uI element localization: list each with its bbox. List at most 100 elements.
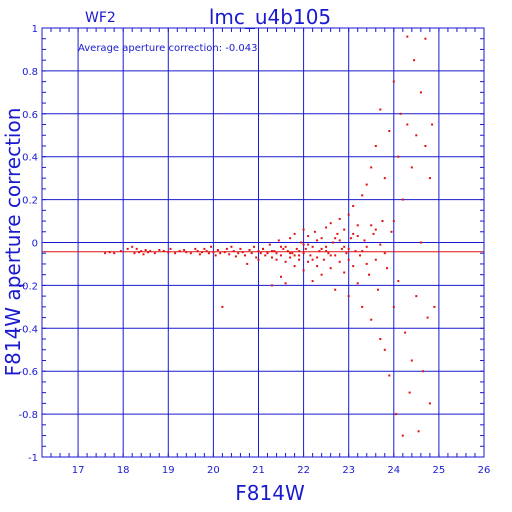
data-point bbox=[183, 249, 186, 251]
data-point bbox=[356, 235, 359, 238]
data-point bbox=[133, 252, 136, 255]
data-point bbox=[370, 318, 373, 321]
data-point bbox=[431, 123, 434, 126]
y-tick-label: -0.6 bbox=[18, 367, 38, 378]
data-point bbox=[401, 198, 404, 201]
data-point bbox=[280, 275, 282, 278]
data-point bbox=[365, 245, 368, 248]
data-point bbox=[395, 413, 398, 416]
data-point bbox=[406, 35, 409, 38]
data-point bbox=[232, 250, 235, 253]
data-point bbox=[397, 155, 400, 158]
data-point bbox=[241, 251, 244, 254]
data-point bbox=[119, 250, 122, 253]
data-point bbox=[194, 247, 197, 250]
data-point bbox=[212, 251, 215, 254]
data-point bbox=[390, 230, 393, 233]
reference-lines bbox=[42, 242, 484, 253]
data-point bbox=[365, 183, 368, 186]
data-point bbox=[293, 265, 296, 268]
data-point bbox=[275, 252, 278, 255]
data-point bbox=[284, 282, 287, 285]
data-point bbox=[207, 252, 210, 255]
data-point bbox=[419, 91, 422, 94]
data-point bbox=[327, 252, 330, 255]
y-tick-label: -0.8 bbox=[18, 410, 38, 421]
data-point bbox=[246, 262, 249, 265]
x-tick-label: 18 bbox=[117, 465, 130, 476]
data-point bbox=[404, 331, 407, 334]
data-point bbox=[268, 243, 271, 246]
x-tick-label: 25 bbox=[433, 465, 446, 476]
data-point bbox=[322, 258, 325, 261]
y-axis-label: F814W aperture correction bbox=[1, 108, 25, 377]
data-point bbox=[302, 228, 305, 231]
data-point bbox=[386, 267, 388, 270]
data-point bbox=[368, 273, 370, 276]
data-point bbox=[316, 239, 319, 242]
data-point bbox=[257, 250, 260, 253]
data-point bbox=[253, 245, 255, 248]
data-point bbox=[126, 247, 129, 250]
chart-title: lmc_u4b105 bbox=[209, 5, 331, 29]
data-point bbox=[167, 251, 170, 254]
data-point bbox=[210, 245, 213, 248]
data-point bbox=[379, 108, 382, 111]
data-point bbox=[174, 252, 177, 255]
y-tick-label: 0.4 bbox=[22, 153, 38, 164]
data-point bbox=[302, 252, 305, 255]
data-point bbox=[410, 166, 413, 169]
data-point bbox=[347, 213, 350, 216]
data-point bbox=[293, 254, 296, 257]
data-point bbox=[426, 316, 429, 319]
data-point bbox=[374, 258, 377, 261]
data-point bbox=[383, 348, 386, 351]
data-point bbox=[158, 249, 161, 251]
data-point bbox=[311, 245, 314, 248]
y-tick-label: -1 bbox=[28, 453, 38, 464]
data-point bbox=[219, 252, 222, 255]
data-point bbox=[397, 280, 400, 283]
data-point bbox=[300, 241, 303, 244]
data-point bbox=[239, 247, 242, 250]
data-point bbox=[216, 249, 219, 251]
data-point bbox=[359, 254, 361, 257]
data-point bbox=[340, 247, 343, 250]
data-point bbox=[316, 265, 319, 268]
data-point bbox=[221, 305, 224, 308]
data-point bbox=[361, 250, 364, 253]
y-tick-label: -0.2 bbox=[18, 281, 38, 292]
data-point bbox=[275, 258, 278, 261]
x-tick-label: 21 bbox=[252, 465, 265, 476]
data-point bbox=[298, 258, 301, 261]
x-tick-label: 19 bbox=[162, 465, 175, 476]
data-point bbox=[309, 254, 312, 257]
data-point bbox=[343, 271, 346, 274]
data-point bbox=[225, 247, 228, 250]
data-point bbox=[347, 258, 350, 261]
data-point bbox=[331, 241, 334, 244]
x-tick-label: 26 bbox=[478, 465, 491, 476]
data-point bbox=[388, 374, 391, 377]
data-point bbox=[401, 434, 404, 437]
data-point bbox=[248, 249, 251, 251]
data-point bbox=[255, 256, 258, 259]
data-point bbox=[108, 251, 111, 254]
x-tick-label: 17 bbox=[72, 465, 85, 476]
data-point bbox=[320, 247, 323, 250]
data-point bbox=[271, 250, 273, 253]
data-point bbox=[361, 194, 364, 197]
data-point bbox=[262, 247, 264, 250]
data-point bbox=[147, 251, 149, 254]
y-tick-label: 1 bbox=[32, 24, 38, 35]
data-point bbox=[424, 37, 427, 40]
data-points bbox=[104, 35, 436, 437]
x-tick-label: 22 bbox=[297, 465, 310, 476]
data-point bbox=[316, 256, 319, 259]
x-tick-label: 20 bbox=[207, 465, 220, 476]
data-point bbox=[196, 250, 199, 253]
data-point bbox=[356, 282, 359, 285]
data-point bbox=[169, 247, 172, 250]
data-point bbox=[392, 305, 395, 308]
data-point bbox=[428, 177, 431, 180]
